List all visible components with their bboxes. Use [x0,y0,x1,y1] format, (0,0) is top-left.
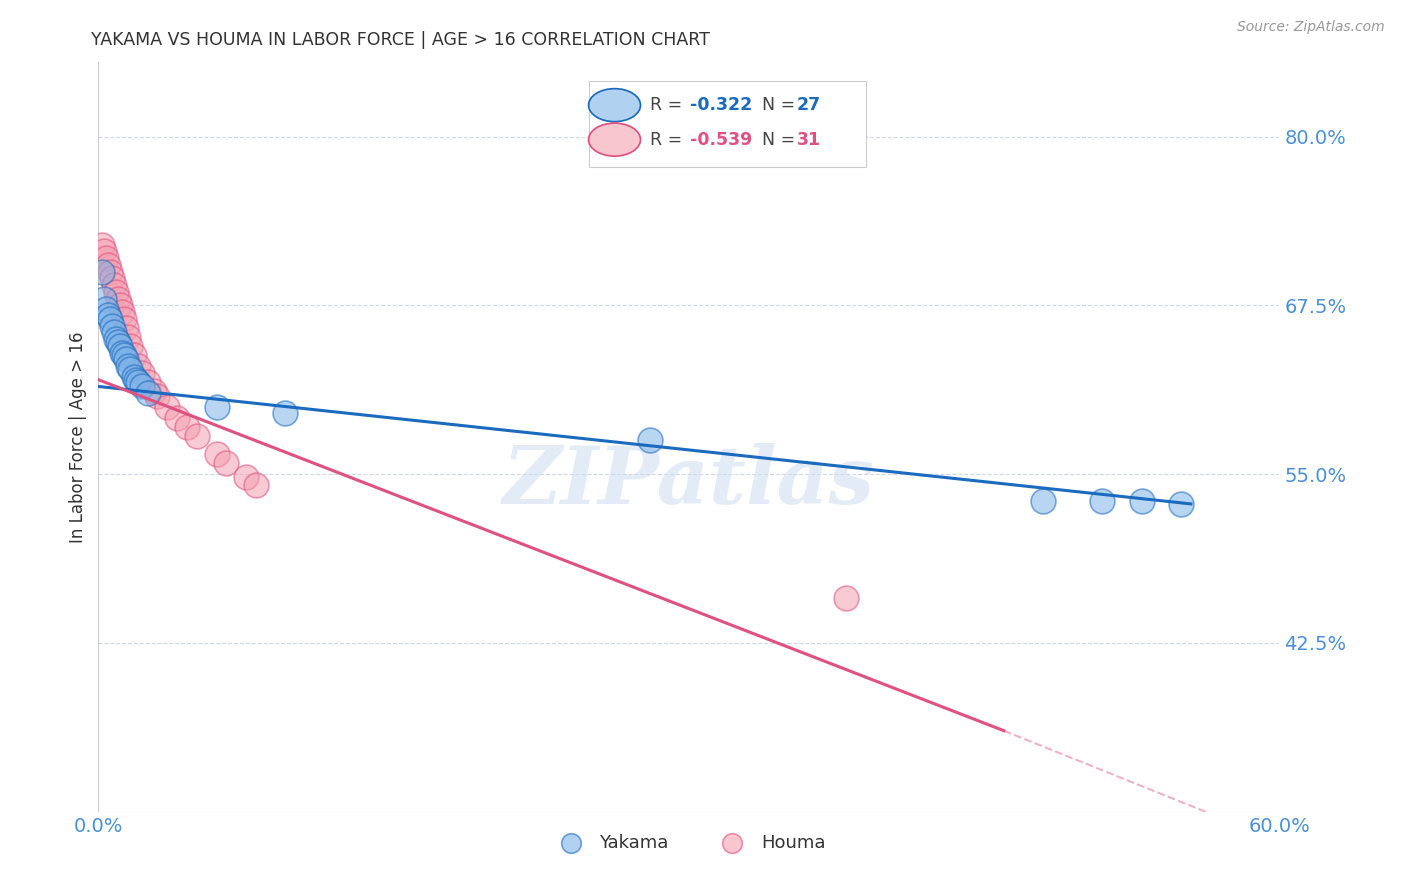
Point [166,410,188,425]
Point [1032,494,1054,508]
Point [131,366,153,380]
Point [97,308,120,322]
Point [638,434,661,448]
Text: ZIPatlas: ZIPatlas [503,443,875,521]
Point [98,312,121,326]
Point [103,278,125,293]
Point [107,334,129,349]
Point [105,332,128,346]
Legend: Yakama, Houma: Yakama, Houma [546,827,832,859]
Point [146,389,169,403]
Point [1170,497,1192,511]
Point [215,457,238,471]
Point [101,318,124,333]
Point [112,312,135,326]
Point [111,345,134,359]
Point [111,305,134,319]
Point [127,376,149,390]
Point [205,447,228,461]
Text: Source: ZipAtlas.com: Source: ZipAtlas.com [1237,20,1385,34]
Point [1130,494,1153,508]
Point [105,285,128,299]
Text: N =: N = [762,96,801,114]
Text: 27: 27 [796,96,821,114]
Point [108,339,131,353]
Point [245,478,267,492]
Text: -0.539: -0.539 [690,130,752,149]
Point [97,258,120,272]
Point [117,359,139,374]
Point [235,470,257,484]
Point [117,329,139,343]
Point [176,420,198,434]
Point [91,265,114,279]
Point [186,429,208,443]
Point [96,302,118,317]
Point [136,386,159,401]
Point [131,379,153,393]
Point [93,244,115,259]
Text: N =: N = [762,130,801,149]
Point [96,251,118,265]
Point [156,400,179,414]
Point [98,265,121,279]
Point [91,237,114,252]
Circle shape [589,88,641,121]
Circle shape [589,123,641,156]
Text: R =: R = [650,130,688,149]
Text: R =: R = [650,96,688,114]
Y-axis label: In Labor Force | Age > 16: In Labor Force | Age > 16 [69,331,87,543]
Point [101,271,124,285]
Point [142,384,165,398]
Text: -0.322: -0.322 [690,96,752,114]
Point [122,370,145,384]
Point [205,400,228,414]
FancyBboxPatch shape [589,81,866,168]
Point [107,292,129,306]
Point [93,292,115,306]
Point [103,326,125,340]
Point [115,321,138,335]
Point [1091,494,1114,508]
Point [125,373,148,387]
Point [127,359,149,374]
Text: 31: 31 [796,130,821,149]
Point [136,376,159,390]
Point [122,348,145,362]
Point [112,348,135,362]
Point [118,339,141,353]
Point [274,407,297,421]
Point [108,298,131,312]
Text: YAKAMA VS HOUMA IN LABOR FORCE | AGE > 16 CORRELATION CHART: YAKAMA VS HOUMA IN LABOR FORCE | AGE > 1… [91,31,710,49]
Point [835,591,858,606]
Point [115,352,138,367]
Point [118,362,141,376]
